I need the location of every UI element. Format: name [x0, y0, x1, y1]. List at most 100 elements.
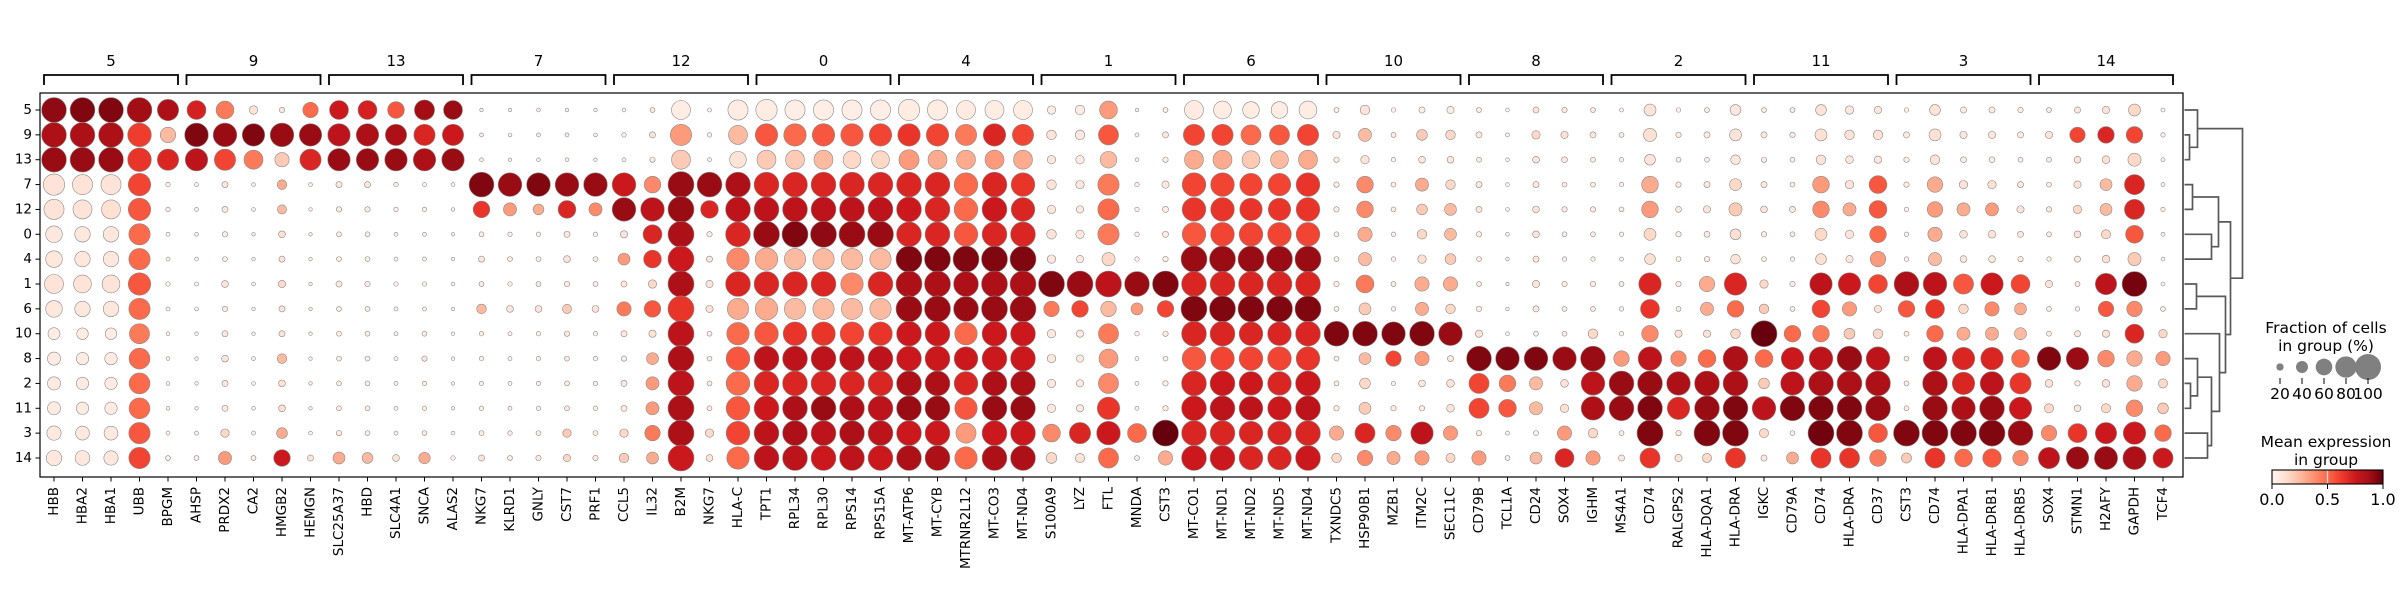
expression-dot: [1903, 405, 1910, 412]
expression-dot: [1694, 370, 1720, 397]
expression-dot: [1619, 256, 1624, 262]
expression-dot: [2097, 300, 2115, 317]
expression-dot: [1355, 274, 1375, 294]
expression-dot: [1505, 132, 1510, 138]
expression-dot: [667, 295, 695, 323]
expression-dot: [1156, 300, 1175, 318]
expression-dot: [981, 420, 1008, 446]
expression-dot: [1903, 330, 1910, 337]
gene-label: CA2: [246, 487, 262, 514]
expression-dot: [1613, 350, 1630, 367]
expression-dot: [707, 157, 712, 162]
expression-dot: [2099, 203, 2113, 216]
expression-dot: [1213, 100, 1232, 120]
expression-dot: [165, 206, 171, 212]
expression-dot: [1641, 175, 1659, 194]
expression-dot: [222, 256, 228, 262]
expression-dot: [924, 245, 951, 273]
expression-dot: [1127, 423, 1147, 443]
expression-dot: [126, 97, 153, 123]
expression-dot: [611, 197, 637, 222]
expression-dot: [592, 405, 599, 411]
expression-dot: [1984, 301, 2000, 317]
expression-dot: [2073, 180, 2082, 189]
expression-dot: [392, 454, 400, 462]
expression-dot: [507, 231, 513, 237]
expression-dot: [1928, 128, 1942, 142]
gene-label: TXNDC5: [1329, 487, 1345, 544]
expression-dot: [1533, 330, 1539, 337]
expression-dot: [725, 396, 751, 421]
expression-dot: [1703, 131, 1711, 139]
expression-dot: [1751, 396, 1777, 421]
expression-dot: [184, 148, 209, 172]
expression-dot: [41, 122, 67, 148]
expression-dot: [2160, 256, 2166, 262]
expression-dot: [478, 356, 485, 362]
expression-dot: [393, 381, 399, 386]
row-label: 3: [23, 425, 32, 441]
expression-dot: [535, 430, 542, 436]
expression-dot: [302, 101, 319, 119]
expression-dot: [726, 446, 750, 470]
group-bracket: [613, 74, 749, 85]
expression-dot: [1046, 179, 1057, 190]
expression-dot: [1761, 231, 1768, 238]
dendrogram-link: [2197, 376, 2213, 447]
expression-dot: [1814, 228, 1828, 241]
expression-dot: [251, 406, 256, 411]
expression-dot: [478, 331, 485, 337]
expression-dot: [784, 297, 806, 320]
group-bracket-label: 10: [1384, 52, 1403, 70]
expression-dot: [1808, 346, 1834, 371]
expression-dot: [2017, 256, 2024, 263]
expression-dot: [1532, 205, 1540, 214]
expression-dot: [1637, 346, 1663, 371]
expression-dot: [1476, 256, 1482, 262]
expression-dot: [535, 281, 542, 287]
expression-dot: [385, 123, 407, 146]
group-bracket-label: 3: [1959, 52, 1969, 70]
expression-dot: [1238, 445, 1264, 471]
gene-label: CCL5: [616, 487, 632, 522]
expression-dot: [476, 303, 487, 315]
expression-dot: [1134, 455, 1140, 461]
group-bracket-label: 1: [1104, 52, 1114, 70]
expression-dot: [393, 281, 399, 287]
expression-dot: [2017, 156, 2024, 163]
expression-dot: [981, 345, 1008, 372]
expression-dot: [308, 207, 313, 212]
expression-dot: [276, 179, 288, 190]
expression-dot: [2127, 152, 2142, 167]
expression-dot: [1532, 155, 1540, 164]
expression-dot: [535, 380, 542, 386]
expression-dot: [1098, 124, 1119, 146]
expression-dot: [753, 171, 780, 198]
row-label: 10: [15, 326, 32, 342]
expression-dot: [620, 404, 628, 412]
expression-dot: [251, 331, 256, 336]
expression-dot: [1812, 200, 1830, 219]
expression-dot: [1098, 447, 1119, 469]
expression-dot: [842, 150, 862, 169]
expression-dot: [1162, 330, 1169, 337]
expression-dot: [2046, 231, 2052, 238]
expression-dot: [1181, 370, 1207, 397]
expression-dot: [1929, 104, 1941, 116]
expression-dot: [1843, 328, 1856, 340]
expression-dot: [535, 405, 542, 411]
expression-dot: [1980, 347, 2004, 371]
expression-dot: [194, 430, 199, 436]
expression-dot: [75, 376, 90, 390]
expression-dot: [251, 281, 256, 287]
expression-dot: [450, 356, 456, 361]
size-legend-value: 100: [2353, 385, 2383, 403]
gene-label: SLC4A1: [388, 487, 404, 539]
expression-dot: [1675, 131, 1682, 138]
expression-dot: [813, 99, 834, 121]
expression-dot: [1414, 450, 1430, 466]
expression-dot: [1075, 155, 1085, 165]
expression-dot: [1921, 419, 1949, 447]
expression-dot: [1580, 345, 1606, 372]
